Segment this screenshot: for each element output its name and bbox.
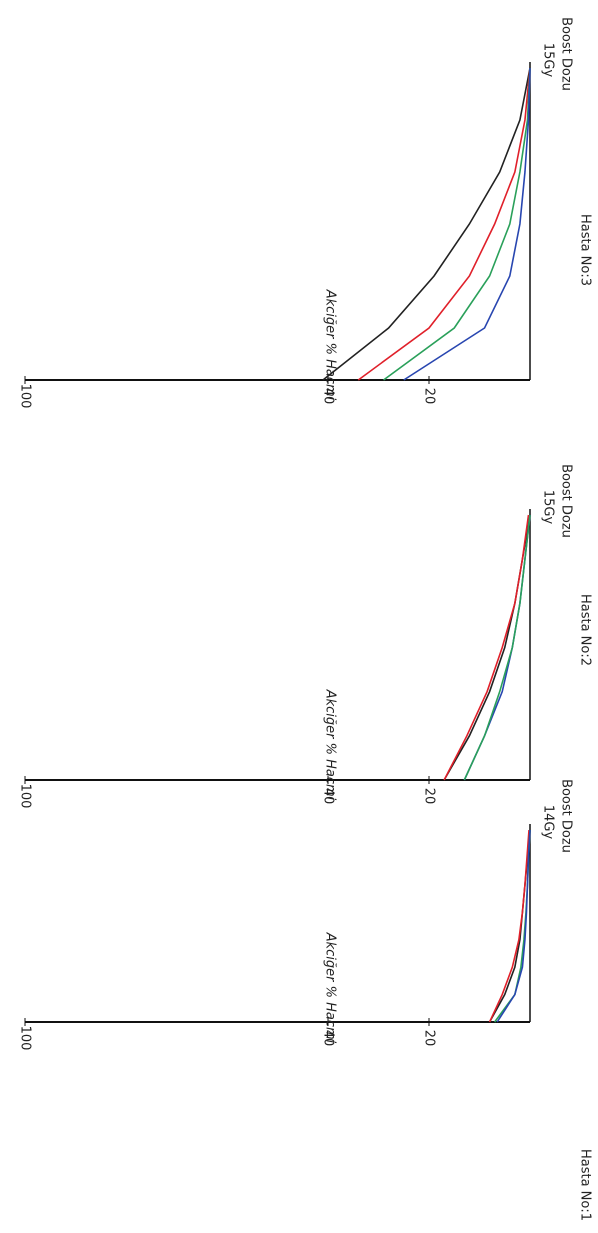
- dvh-line: [383, 67, 531, 381]
- dvh-line: [443, 514, 530, 781]
- axis-label: Akciğer % Hacmi: [323, 289, 338, 401]
- dose-label: 14Gy: [541, 805, 556, 840]
- dvh-line: [463, 514, 531, 781]
- dvh-line: [322, 67, 531, 381]
- dose-label: 15Gy: [541, 490, 556, 525]
- dose-label: 15Gy: [541, 43, 556, 78]
- tick-label: 100: [18, 784, 33, 809]
- dvh-line: [494, 829, 531, 1023]
- axis-label: Akciğer % Hacmi: [323, 689, 338, 801]
- tick-label: 40: [321, 788, 336, 805]
- tick-label: 100: [18, 1026, 33, 1051]
- chart-title: Hasta No:3: [578, 214, 593, 286]
- dvh-line: [488, 829, 531, 1023]
- axis-label: Akciğer % Hacmi: [323, 932, 338, 1044]
- tick-label: 20: [422, 788, 437, 805]
- dvh-line: [443, 514, 531, 781]
- dvh-line: [403, 67, 531, 381]
- dvh-line: [463, 514, 531, 781]
- tick-label: 40: [321, 1030, 336, 1047]
- x-label: Boost Dozu: [559, 17, 574, 91]
- x-label: Boost Dozu: [559, 779, 574, 853]
- tick-label: 40: [321, 388, 336, 405]
- tick-label: 20: [422, 388, 437, 405]
- tick-label: 100: [18, 384, 33, 409]
- chart-title: Hasta No:2: [578, 594, 593, 666]
- dvh-line: [496, 829, 531, 1023]
- tick-label: 20: [422, 1030, 437, 1047]
- chart-title: Hasta No:1: [578, 1149, 593, 1221]
- x-label: Boost Dozu: [559, 464, 574, 538]
- dvh-line: [357, 67, 531, 381]
- dvh-line: [488, 829, 530, 1023]
